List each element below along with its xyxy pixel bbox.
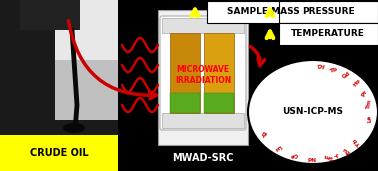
FancyBboxPatch shape [162, 113, 244, 128]
Text: Tb: Tb [330, 66, 339, 73]
Text: Nd: Nd [306, 155, 316, 160]
Text: Er: Er [259, 129, 266, 138]
FancyBboxPatch shape [170, 33, 200, 113]
FancyBboxPatch shape [204, 33, 234, 113]
FancyBboxPatch shape [0, 0, 118, 135]
FancyBboxPatch shape [20, 0, 80, 30]
Text: Ce: Ce [289, 151, 298, 159]
FancyBboxPatch shape [0, 135, 118, 171]
FancyBboxPatch shape [170, 93, 200, 113]
FancyBboxPatch shape [160, 16, 246, 130]
Text: MWAD-SRC: MWAD-SRC [172, 153, 234, 163]
Text: CRUDE OIL: CRUDE OIL [30, 148, 88, 158]
Text: SAMPLE MASS: SAMPLE MASS [227, 8, 299, 16]
Ellipse shape [63, 123, 85, 133]
Text: Lu: Lu [273, 144, 282, 153]
FancyBboxPatch shape [204, 93, 234, 113]
Text: Eu: Eu [341, 145, 351, 154]
Text: USN-ICP-MS: USN-ICP-MS [282, 108, 344, 116]
FancyBboxPatch shape [207, 1, 319, 23]
Text: TEMPERATURE: TEMPERATURE [291, 30, 365, 38]
FancyBboxPatch shape [158, 10, 248, 145]
FancyBboxPatch shape [162, 18, 244, 33]
Text: MICROWAVE
IRRADIATION: MICROWAVE IRRADIATION [175, 65, 231, 85]
Text: Sm: Sm [322, 153, 333, 160]
Text: Gd: Gd [341, 70, 352, 80]
Text: La: La [367, 114, 373, 122]
FancyBboxPatch shape [55, 0, 118, 120]
Ellipse shape [248, 60, 378, 164]
FancyBboxPatch shape [279, 1, 378, 23]
Text: Tm: Tm [366, 99, 373, 109]
FancyBboxPatch shape [55, 60, 118, 120]
Text: Ho: Ho [352, 78, 362, 88]
Text: Yb: Yb [352, 137, 361, 146]
Text: Pr: Pr [361, 88, 369, 97]
Text: Y: Y [334, 150, 340, 157]
Text: PRESSURE: PRESSURE [302, 8, 354, 16]
Text: Dy: Dy [316, 64, 325, 70]
FancyBboxPatch shape [279, 23, 378, 45]
